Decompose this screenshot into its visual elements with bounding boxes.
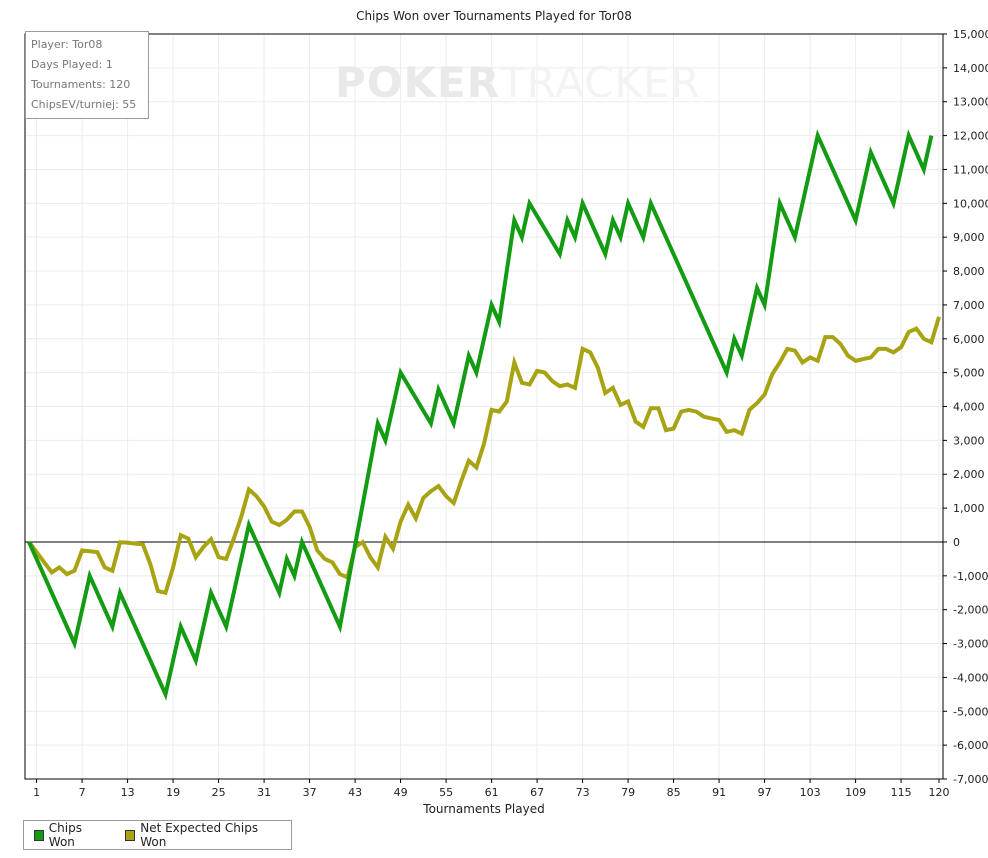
legend-item-chips-won[interactable]: Chips Won <box>34 821 103 849</box>
info-days-played: Days Played: 1 <box>31 58 113 71</box>
y-tick-label: -5,000 <box>953 705 988 718</box>
y-tick-label: 12,000 <box>953 130 988 143</box>
x-tick-label: 55 <box>439 786 453 799</box>
x-tick-label: 115 <box>891 786 912 799</box>
y-tick-label: 9,000 <box>953 231 985 244</box>
x-tick-label: 13 <box>121 786 135 799</box>
y-tick-label: 4,000 <box>953 401 985 414</box>
y-tick-label: 0 <box>953 536 960 549</box>
y-tick-label: -4,000 <box>953 671 988 684</box>
y-tick-label: 14,000 <box>953 62 988 75</box>
x-tick-label: 7 <box>79 786 86 799</box>
chart-legend: Chips Won Net Expected Chips Won <box>23 820 292 850</box>
y-tick-label: 2,000 <box>953 468 985 481</box>
x-axis-title: Tournaments Played <box>422 802 544 816</box>
y-tick-label: 1,000 <box>953 502 985 515</box>
x-axis-ticks: 1 7 13 19 25 31 37 43 49 55 61 67 73 79 85 91 97 103 109 11… <box>33 779 950 799</box>
grid-lines <box>25 33 943 780</box>
y-axis-ticks: -7,000 -6,000 -5,000 -4,000 -3,000 -2,000 -1,0… <box>943 28 988 786</box>
series-line-net-expected <box>27 316 941 596</box>
legend-swatch-chips-won <box>34 829 44 841</box>
info-tournaments: Tournaments: 120 <box>31 78 131 91</box>
x-tick-label: 73 <box>576 786 590 799</box>
y-tick-label: -3,000 <box>953 638 988 651</box>
x-tick-label: 120 <box>929 786 950 799</box>
y-tick-label: -2,000 <box>953 604 988 617</box>
y-tick-label: 7,000 <box>953 299 985 312</box>
y-tick-label: -7,000 <box>953 773 988 786</box>
legend-item-net-expected[interactable]: Net Expected Chips Won <box>125 821 269 849</box>
series-layer <box>27 129 941 701</box>
legend-label-chips-won: Chips Won <box>48 821 82 849</box>
x-tick-label: 31 <box>257 786 271 799</box>
x-tick-label: 109 <box>845 786 866 799</box>
y-tick-label: -1,000 <box>953 570 988 583</box>
x-tick-label: 19 <box>166 786 180 799</box>
x-tick-label: 61 <box>485 786 499 799</box>
x-tick-label: 49 <box>394 786 408 799</box>
y-tick-label: 8,000 <box>953 265 985 278</box>
y-tick-label: -6,000 <box>953 739 988 752</box>
player-info-box: Player: Tor08 Days Played: 1 Tournaments… <box>25 31 149 119</box>
info-chips-ev: ChipsEV/turniej: 55 <box>31 98 137 111</box>
series-line-chips-won <box>27 129 934 701</box>
x-tick-label: 91 <box>712 786 726 799</box>
x-tick-label: 67 <box>530 786 544 799</box>
y-tick-label: 15,000 <box>953 28 988 41</box>
info-player: Player: Tor08 <box>31 38 103 51</box>
x-tick-label: 97 <box>758 786 772 799</box>
pokertracker-watermark: POKERTRACKER <box>335 58 701 107</box>
x-tick-label: 25 <box>212 786 226 799</box>
y-tick-label: 5,000 <box>953 367 985 380</box>
x-tick-label: 103 <box>800 786 821 799</box>
x-tick-label: 79 <box>621 786 635 799</box>
x-tick-label: 85 <box>667 786 681 799</box>
y-tick-label: 3,000 <box>953 434 985 447</box>
x-tick-label: 37 <box>303 786 317 799</box>
y-tick-label: 13,000 <box>953 96 988 109</box>
legend-swatch-net-expected <box>125 829 136 841</box>
x-tick-label: 43 <box>348 786 362 799</box>
legend-label-net-expected: Net Expected Chips Won <box>140 821 259 849</box>
y-tick-label: 11,000 <box>953 163 988 176</box>
x-tick-label: 1 <box>33 786 40 799</box>
y-tick-label: 10,000 <box>953 197 988 210</box>
chart-title: Chips Won over Tournaments Played for To… <box>356 9 632 23</box>
y-tick-label: 6,000 <box>953 333 985 346</box>
